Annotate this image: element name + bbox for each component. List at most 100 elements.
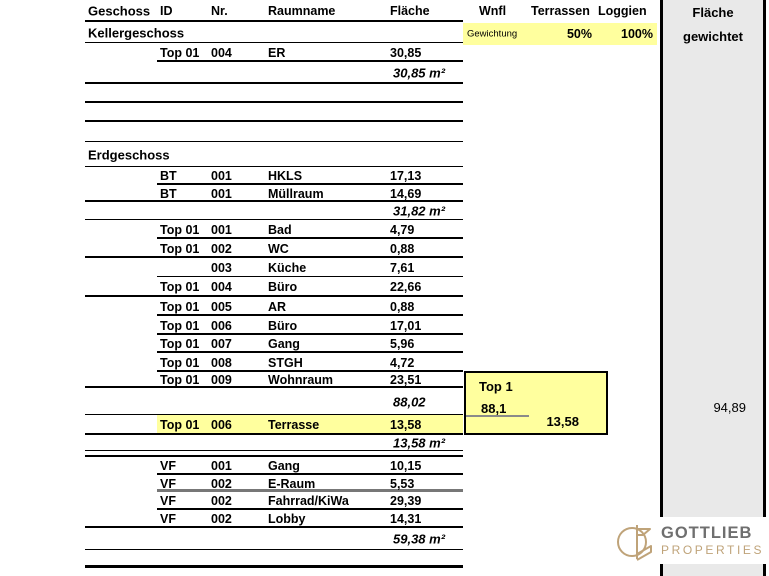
weighted-col-header-line2: gewichtet — [683, 29, 743, 44]
logo-brand-name: GOTTLIEB — [661, 524, 753, 543]
divider — [85, 450, 463, 451]
cell-raumname: Gang — [268, 458, 300, 473]
cell-flaeche: 7,61 — [390, 260, 415, 275]
cell-nr: 002 — [211, 476, 232, 491]
divider — [157, 351, 463, 353]
cell-flaeche: 13,58 — [390, 417, 422, 432]
cell-nr: 006 — [211, 318, 232, 333]
cell-flaeche: 5,53 — [390, 476, 415, 491]
highlight-background — [157, 415, 463, 435]
cell-flaeche: 4,72 — [390, 355, 415, 370]
table-row-highlighted: Top 01 006 Terrasse 13,58 — [85, 415, 463, 435]
table-row: Top 01 004 Büro 22,66 — [85, 277, 463, 297]
cell-nr: 002 — [211, 493, 232, 508]
col-header-nr: Nr. — [211, 3, 228, 18]
divider — [85, 433, 463, 435]
sum-row: 31,82 m² — [85, 202, 463, 220]
divider — [85, 82, 463, 84]
divider — [157, 370, 463, 372]
sum-row: 30,85 m² — [85, 62, 463, 84]
logo-brand-subtitle: PROPERTIES — [661, 542, 765, 557]
table-row: Top 01 007 Gang 5,96 — [85, 335, 463, 353]
col-header-geschoss: Geschoss — [88, 3, 151, 19]
cell-id: BT — [160, 186, 177, 201]
divider — [85, 295, 463, 297]
divider — [157, 508, 463, 510]
gottlieb-properties-logo: GOTTLIEB PROPERTIES — [611, 517, 769, 564]
terrassen-weight: 50% — [566, 27, 592, 41]
divider — [85, 219, 463, 220]
cell-flaeche: 17,13 — [390, 168, 422, 183]
table-row: Top 01 004 ER 30,85 — [85, 43, 463, 62]
divider — [85, 42, 463, 43]
col-header-wnfl: Wnfl — [479, 4, 507, 18]
col-header-terrassen: Terrassen — [531, 4, 590, 18]
cell-raumname: Terrasse — [268, 417, 320, 432]
divider — [85, 414, 463, 415]
cell-id: Top 01 — [160, 241, 200, 256]
section-label: Erdgeschoss — [88, 147, 170, 162]
cell-id: Top 01 — [160, 417, 200, 432]
cell-flaeche: 29,39 — [390, 493, 422, 508]
sum-value: 88,02 — [393, 394, 426, 409]
empty-row — [85, 103, 463, 122]
cell-flaeche: 0,88 — [390, 241, 415, 256]
divider — [157, 333, 463, 335]
divider — [85, 141, 463, 142]
divider — [157, 314, 463, 316]
cell-flaeche: 22,66 — [390, 279, 422, 294]
divider — [466, 415, 529, 417]
cell-nr: 004 — [211, 45, 232, 60]
divider — [85, 166, 463, 167]
divider — [85, 20, 463, 22]
top1-summary-box: Top 1 88,1 13,58 — [464, 371, 608, 435]
sum-row: 13,58 m² — [85, 435, 463, 451]
cell-id: Top 01 — [160, 279, 200, 294]
gottlieb-logo-monogram — [617, 524, 652, 561]
divider — [85, 120, 463, 122]
cell-raumname: Büro — [268, 318, 298, 333]
cell-flaeche: 30,85 — [390, 45, 422, 60]
weighted-col-header-line1: Fläche — [692, 5, 734, 20]
flaeche-gewichtet-value: 94,89 — [713, 400, 746, 415]
top1-terrassen-value: 13,58 — [546, 414, 579, 429]
top1-label: Top 1 — [479, 379, 513, 394]
divider — [157, 60, 463, 62]
divider — [85, 200, 463, 202]
sum-row: 59,38 m² — [85, 528, 463, 550]
top1-wnfl-value: 88,1 — [481, 401, 507, 416]
cell-nr: 001 — [211, 222, 232, 237]
divider — [85, 549, 463, 550]
divider — [157, 183, 463, 185]
divider — [157, 276, 463, 277]
cell-nr: 006 — [211, 417, 232, 432]
sum-value: 30,85 m² — [393, 65, 446, 81]
cell-raumname: AR — [268, 299, 287, 314]
cell-id: VF — [160, 511, 176, 526]
table-row: VF 002 Lobby 14,31 — [85, 510, 463, 528]
cell-id: VF — [160, 493, 176, 508]
divider — [85, 526, 463, 528]
flaeche-gewichtet-panel: Fläche gewichtet — [660, 0, 766, 576]
cell-nr: 001 — [211, 186, 232, 201]
divider — [85, 455, 463, 457]
divider — [157, 473, 463, 475]
cell-id: Top 01 — [160, 299, 200, 314]
empty-row — [85, 84, 463, 103]
cell-raumname: ER — [268, 45, 286, 60]
col-header-loggien: Loggien — [598, 4, 647, 18]
loggien-weight: 100% — [621, 27, 653, 41]
cell-flaeche: 5,96 — [390, 336, 415, 351]
table-row: VF 002 E-Raum 5,53 — [85, 475, 463, 492]
col-header-id: ID — [160, 3, 173, 18]
col-header-raumname: Raumname — [268, 3, 336, 18]
cell-flaeche: 0,88 — [390, 299, 415, 314]
cell-nr: 005 — [211, 299, 232, 314]
cell-nr: 009 — [211, 372, 232, 387]
col-header-flaeche: Fläche — [390, 3, 430, 18]
cell-id: Top 01 — [160, 336, 200, 351]
cell-raumname: Gang — [268, 336, 300, 351]
sum-value: 13,58 m² — [393, 435, 446, 451]
divider — [157, 489, 463, 492]
empty-row — [85, 122, 463, 142]
